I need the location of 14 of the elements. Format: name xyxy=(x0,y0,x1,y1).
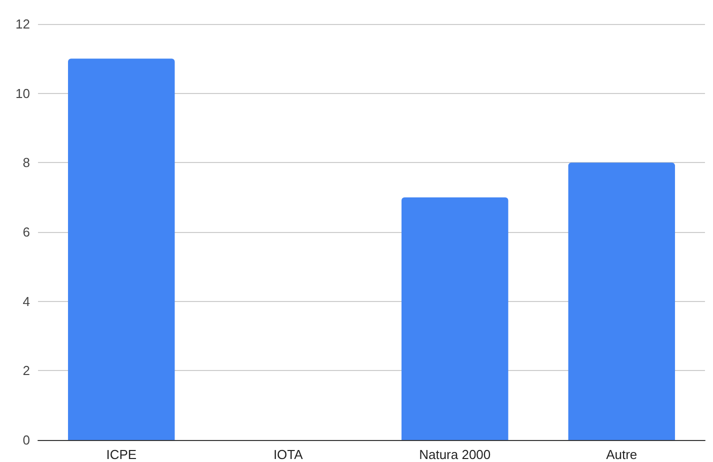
x-tick-label: Autre xyxy=(606,447,638,462)
x-tick-label: Natura 2000 xyxy=(419,447,491,462)
y-tick-label: 4 xyxy=(22,294,30,309)
bar xyxy=(68,58,175,440)
x-tick-label: IOTA xyxy=(273,447,304,462)
bar xyxy=(402,197,508,440)
y-tick-label: 8 xyxy=(22,155,30,170)
x-tick-label: ICPE xyxy=(106,447,137,462)
y-tick-label: 10 xyxy=(16,86,30,101)
y-tick-label: 12 xyxy=(16,16,30,32)
y-tick-label: 6 xyxy=(22,224,30,240)
y-tick-label: 2 xyxy=(22,363,30,378)
bar xyxy=(568,162,675,440)
y-tick-label: 0 xyxy=(22,432,30,448)
